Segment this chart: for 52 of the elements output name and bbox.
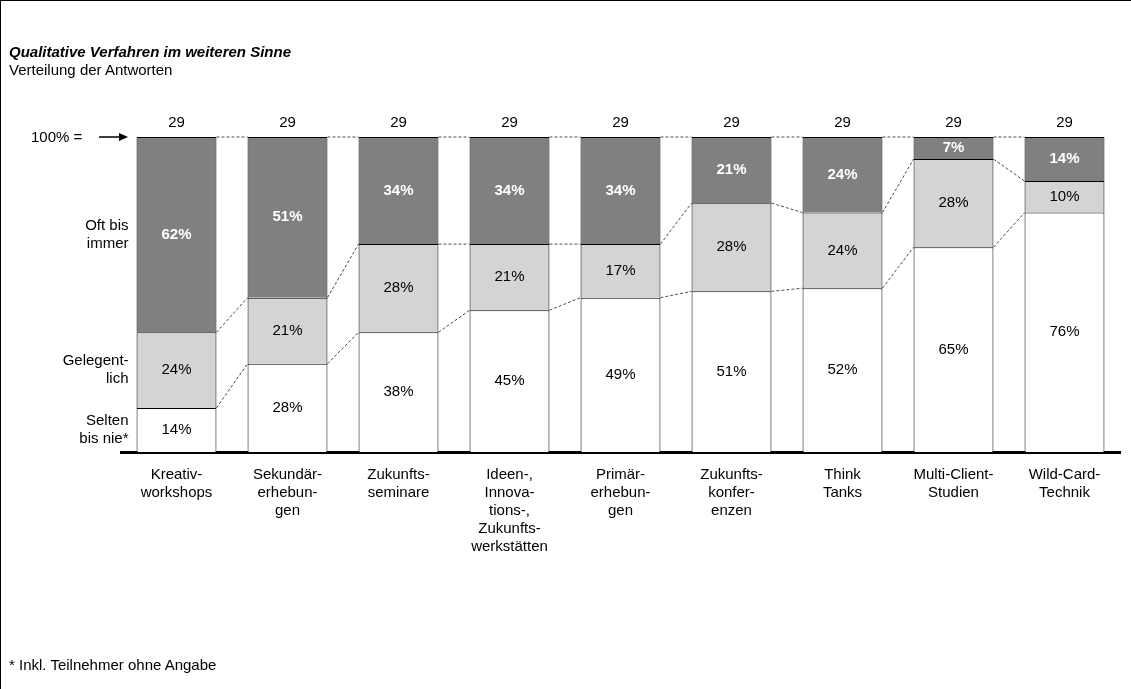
data-label: 24%: [827, 164, 858, 182]
data-label: 34%: [605, 180, 636, 198]
data-label: 21%: [272, 320, 303, 338]
series-label: Oft bis immer: [85, 215, 129, 251]
data-label: 49%: [605, 364, 636, 382]
data-label: 21%: [494, 267, 525, 285]
x-tick-label: Zukunfts- konfer- enzen: [700, 465, 763, 519]
annotation: 29: [834, 113, 851, 131]
data-label: 76%: [1049, 322, 1080, 340]
series-label: Gelegent- lich: [62, 351, 129, 387]
data-label: 62%: [161, 224, 192, 242]
data-label: 24%: [161, 360, 192, 378]
annotation: 29: [279, 113, 296, 131]
data-label: 7%: [942, 138, 965, 156]
x-tick-label: Ideen-, Innova- tions-, Zukunfts- werkstätten: [470, 465, 548, 555]
chart-subtitle: Verteilung der Antworten: [9, 61, 173, 78]
data-label: 28%: [938, 193, 969, 211]
annotation: 29: [945, 113, 962, 131]
x-tick-label: Sekundär- erhebun- gen: [252, 465, 323, 519]
data-label: 34%: [494, 180, 525, 198]
x-tick-label: Kreativ- workshops: [139, 465, 213, 501]
data-label: 14%: [1049, 149, 1080, 167]
data-label: 45%: [494, 371, 525, 389]
x-tick-label: Think Tanks: [822, 465, 863, 501]
chart-title: Qualitative Verfahren im weiteren Sinne: [9, 43, 292, 60]
data-label: 52%: [827, 360, 858, 378]
data-label: 24%: [827, 240, 858, 258]
x-tick-label: Primär- erhebun- gen: [590, 465, 651, 519]
data-label: 51%: [716, 361, 747, 379]
data-label: 17%: [605, 261, 636, 279]
data-label: 38%: [383, 382, 414, 400]
annotation: 29: [390, 113, 407, 131]
x-tick-label: Multi-Client- Studien: [913, 465, 994, 501]
annotation: 29: [612, 113, 629, 131]
data-label: 28%: [716, 237, 747, 255]
x-tick-label: Zukunfts- seminare: [367, 465, 430, 501]
x-tick-label: Wild-Card- Technik: [1028, 465, 1101, 501]
data-label: 10%: [1049, 186, 1080, 204]
annotation: 29: [723, 113, 740, 131]
annotation: 29: [168, 113, 185, 131]
annotation: 29: [501, 113, 518, 131]
data-label: 28%: [383, 278, 414, 296]
series-label: Selten bis nie*: [79, 411, 129, 447]
data-label: 65%: [938, 339, 969, 357]
data-label: 21%: [716, 160, 747, 178]
annotation: 29: [1056, 113, 1073, 131]
data-label: 34%: [383, 180, 414, 198]
text: * Inkl. Teilnehmer ohne Angabe: [9, 656, 217, 673]
text: 100% =: [31, 128, 83, 145]
data-label: 51%: [272, 207, 303, 225]
data-label: 28%: [272, 398, 303, 416]
data-label: 14%: [161, 420, 192, 438]
